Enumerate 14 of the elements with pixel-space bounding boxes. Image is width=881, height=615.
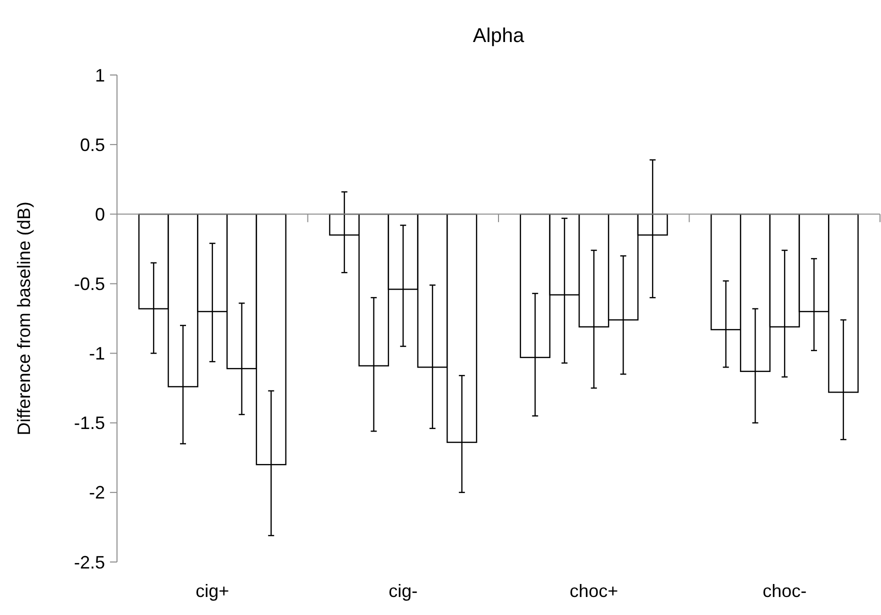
y-tick-label: 0.5 [80,134,105,155]
x-tick-label: choc+ [570,581,618,601]
y-tick-label: 1 [94,65,105,86]
y-axis-title: Difference from baseline (dB) [14,202,34,436]
x-tick-label: choc- [762,581,807,601]
x-tick-label: cig- [388,581,418,601]
y-tick-label: 0 [94,204,105,224]
y-tick-label: -1 [88,344,105,364]
y-tick-label: -0.5 [74,274,105,294]
chart-title: Alpha [472,25,525,47]
y-tick-label: -1.5 [74,413,105,434]
y-tick-label: -2 [88,482,105,503]
y-tick-label: -2.5 [74,552,105,572]
x-tick-label: cig+ [196,581,230,601]
